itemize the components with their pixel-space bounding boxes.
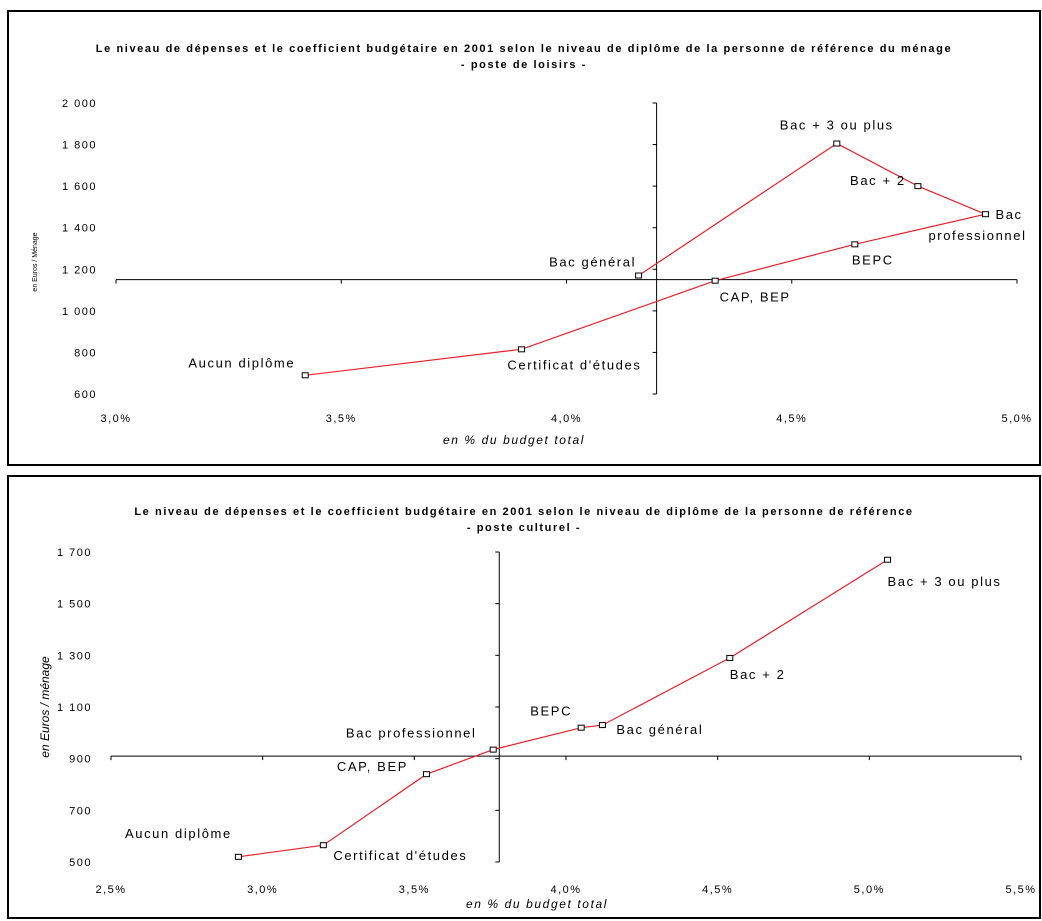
y-tick-label: 700 [69,805,92,817]
data-label: Bac général [616,722,703,737]
data-label: CAP, BEP [720,290,791,305]
y-tick-label: 1 500 [57,599,92,611]
chart-loisirs: Le niveau de dépenses et le coefficient … [32,43,1032,447]
x-tick-label: 3,0% [247,884,278,896]
chart-title: Le niveau de dépenses et le coefficient … [134,506,913,518]
data-label: BEPC [530,704,572,719]
y-tick-label: 1 000 [62,306,97,318]
x-tick-label: 4,5% [702,884,733,896]
chart-subtitle: - poste de loisirs - [461,59,587,71]
x-tick-label: 3,5% [326,413,357,425]
series-line [238,559,888,858]
y-tick-label: 2 000 [62,98,97,110]
data-point [598,722,606,729]
data-point [981,211,989,218]
x-tick-label: 5,5% [1005,884,1036,896]
x-tick-label: 3,5% [399,884,430,896]
data-label: Bac général [549,255,636,270]
data-point [234,853,242,860]
data-point [577,724,585,731]
data-point [833,140,841,147]
x-tick-label: 4,0% [551,413,582,425]
x-tick-label: 5,0% [854,884,885,896]
chart-subtitle: - poste culturel - [467,522,581,534]
y-tick-label: 1 100 [57,702,92,714]
y-tick-label: 600 [74,389,97,401]
data-label: CAP, BEP [337,759,408,774]
data-point [635,272,643,279]
y-axis-label: en Euros / Ménage [32,232,39,291]
x-tick-label: 4,5% [776,413,807,425]
y-tick-label: 1 600 [62,181,97,193]
data-label: Aucun diplôme [125,826,232,841]
x-tick-label: 3,0% [100,413,131,425]
chart-culturel: Le niveau de dépenses et le coefficient … [38,506,1036,911]
data-point [851,241,859,248]
y-tick-label: 1 700 [57,547,92,559]
y-axis-label: en Euros / ménage [38,656,52,758]
chart-panel-loisirs: Le niveau de dépenses et le coefficient … [7,10,1041,466]
y-tick-label: 500 [69,857,92,869]
data-label: Bac + 3 ou plus [780,118,894,133]
y-tick-label: 1 300 [57,650,92,662]
data-label: Bac + 3 ou plus [888,574,1002,589]
y-tick-label: 1 400 [62,223,97,235]
data-point [319,842,327,849]
data-point [884,556,892,563]
data-point [711,277,719,284]
data-point [726,654,734,661]
x-tick-label: 5,0% [1001,413,1032,425]
data-label: Bac + 2 [730,667,786,682]
data-label: Bac [995,207,1022,222]
data-label: Certificat d'études [333,848,467,863]
data-label: Bac + 2 [850,173,906,188]
data-label: BEPC [852,252,894,267]
x-axis-label: en % du budget total [443,433,585,447]
data-point [489,746,497,753]
chart-panel-culturel: Le niveau de dépenses et le coefficient … [7,475,1041,919]
y-tick-label: 800 [74,347,97,359]
x-axis-label: en % du budget total [466,897,608,911]
data-point [301,372,309,379]
data-point [422,771,430,778]
x-tick-label: 4,0% [550,884,581,896]
y-tick-label: 1 800 [62,140,97,152]
y-tick-label: 1 200 [62,264,97,276]
y-tick-label: 900 [69,754,92,766]
data-label: Bac professionnel [346,726,477,741]
series-line [305,142,988,376]
data-label: Certificat d'études [507,357,641,372]
chart-title: Le niveau de dépenses et le coefficient … [96,43,952,55]
data-label: professionnel [928,228,1026,243]
data-point [914,183,922,190]
x-tick-label: 2,5% [95,884,126,896]
data-label: Aucun diplôme [188,355,295,370]
data-point [517,346,525,353]
